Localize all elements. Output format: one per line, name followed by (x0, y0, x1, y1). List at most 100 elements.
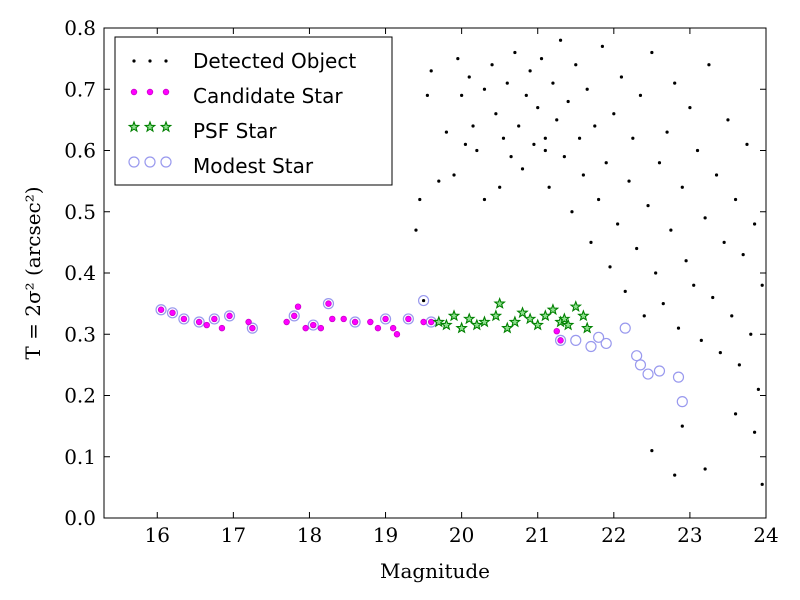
x-tick-label: 17 (221, 523, 246, 547)
detected-object-point (703, 467, 707, 471)
detected-object-point (429, 69, 433, 73)
detected-object-point (444, 130, 449, 134)
detected-object-point (714, 173, 719, 177)
detected-object-point (547, 185, 551, 189)
detected-object-point (482, 87, 487, 91)
detected-object-point (619, 75, 624, 79)
candidate-star-point (553, 327, 560, 335)
psf-star-point (580, 321, 594, 334)
legend-marker-modest-star (144, 156, 156, 168)
detected-object-point (596, 197, 601, 202)
detected-object-point (456, 57, 460, 61)
x-tick-label: 22 (601, 523, 626, 547)
ticks-layer: 16 17 18 19 20 21 22 23 24 0.0 0.1 0.2 0.3 0.4 0.5 0.6 0… (64, 16, 779, 547)
modest-star-point (208, 313, 220, 325)
psf-star-point (463, 312, 476, 325)
detected-object-point (676, 326, 681, 330)
candidate-star-point (249, 324, 256, 332)
x-axis-title: Magnitude (380, 559, 490, 583)
detected-object-point (699, 338, 703, 342)
detected-object-point (566, 99, 570, 104)
x-tick-label: 19 (373, 523, 398, 547)
detected-object-point (600, 44, 605, 48)
detected-object-point (665, 130, 669, 134)
modest-star-point (653, 365, 666, 377)
candidate-star-point (302, 324, 309, 332)
candidate-star-point (367, 318, 374, 326)
x-tick-label: 16 (145, 523, 170, 547)
detected-object-point (711, 295, 715, 300)
psf-star-point (493, 297, 506, 309)
psf-star-point (470, 318, 484, 331)
detected-object-point (501, 136, 506, 140)
y-axis-title: T = 2σ² (arcsec²) (21, 186, 45, 359)
detected-object-point (460, 93, 464, 97)
psf-star-point (558, 312, 571, 325)
modest-star-point (631, 350, 643, 362)
detected-object-point (418, 197, 422, 202)
y-tick-label: 0.3 (64, 322, 96, 346)
detected-object-point (585, 87, 589, 91)
psf-star-point (561, 318, 575, 331)
legend-label-candidate-star: Candidate Star (193, 84, 343, 108)
detected-object-point (524, 93, 528, 97)
legend-marker-detected-object (132, 59, 136, 63)
candidate-star-point (226, 312, 233, 320)
candidate-star-point (203, 321, 210, 329)
detected-object-point (703, 216, 707, 220)
detected-object-point (650, 449, 654, 453)
psf-star-point (489, 309, 503, 322)
legend-marker-psf-star (159, 120, 173, 133)
y-tick-label: 0.4 (64, 261, 96, 285)
modest-star-point (672, 371, 685, 383)
detected-object-point (737, 363, 741, 367)
modest-star-point (600, 337, 612, 350)
candidate-star-point (420, 318, 427, 326)
candidate-star-point (294, 303, 302, 310)
detected-object-point (673, 473, 677, 477)
legend-marker-detected-object (164, 59, 168, 63)
modest-star-point (155, 304, 167, 316)
detected-object-point (471, 124, 475, 128)
detected-object-point (749, 332, 753, 336)
psf-star-point (501, 321, 514, 334)
detected-object-point (536, 106, 540, 110)
detected-object-point (627, 179, 631, 183)
psf-star-point (447, 309, 461, 322)
detected-object-point (604, 161, 608, 165)
detected-object-point (745, 142, 749, 146)
psf-star-point (478, 315, 491, 328)
detected-object-point (612, 112, 616, 116)
psf-star-point (440, 318, 453, 331)
detected-object-point (650, 50, 654, 55)
candidate-star-point (340, 315, 347, 323)
legend-label-detected-object: Detected Object (193, 49, 356, 73)
modest-star-point (417, 294, 430, 307)
legend-marker-modest-star (128, 156, 140, 168)
detected-object-point (482, 197, 487, 202)
legend-marker-candidate-star (146, 88, 154, 96)
detected-object-point (490, 63, 494, 67)
detected-object-point (475, 148, 479, 153)
detected-object-point (517, 124, 521, 128)
detected-object-point (539, 57, 544, 61)
detected-object-point (661, 302, 665, 306)
detected-object-point (726, 118, 730, 122)
psf-star-point (531, 318, 544, 331)
candidate-star-point (317, 324, 325, 332)
detected-object-point (498, 185, 502, 189)
x-tick-label: 24 (753, 523, 778, 547)
modest-star-point (307, 319, 319, 331)
detected-object-point (543, 148, 547, 153)
detected-object-point (574, 63, 578, 67)
detected-object-point (760, 283, 764, 287)
detected-object-point (555, 118, 559, 122)
candidate-star-point (389, 324, 397, 332)
candidate-star-point (427, 318, 435, 326)
psf-star-point (569, 300, 583, 312)
modest-star-point (246, 322, 258, 334)
detected-object-point (741, 253, 745, 257)
detected-object-point (494, 112, 498, 116)
candidate-star-point (374, 324, 382, 332)
